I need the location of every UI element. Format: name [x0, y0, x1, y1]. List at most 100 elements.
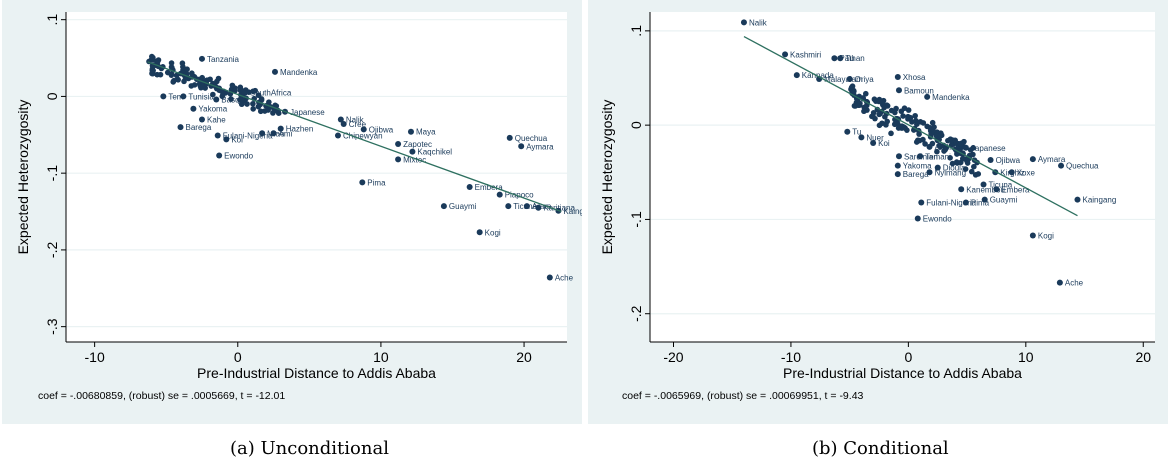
fit-line [743, 35, 1078, 217]
point-label: Tem [168, 92, 183, 101]
data-point [894, 74, 901, 81]
point-label: Cree [349, 120, 367, 129]
point-label: Kogi [485, 228, 501, 237]
data-point [927, 125, 933, 131]
chart-panel-conditional: .1 0 -.1 -.2 -20 -10 0 10 20 Pre-Industrial Dista… [588, 0, 1168, 424]
y-tick-label: -.2 [628, 305, 644, 322]
data-point [882, 114, 888, 120]
data-point [334, 132, 341, 139]
point-label: Aymara [526, 142, 554, 151]
data-point [228, 96, 234, 102]
x-tick-label: 0 [234, 349, 242, 365]
y-tick-label: 0 [628, 121, 644, 129]
data-point [846, 75, 853, 82]
data-point [957, 159, 964, 166]
data-point [244, 101, 250, 107]
point-label: Kashmiri [790, 50, 821, 59]
data-point [395, 156, 402, 163]
data-point [987, 157, 994, 164]
point-label: Xoxe [1017, 168, 1036, 177]
data-point [926, 143, 933, 150]
point-label: Barega [903, 170, 929, 179]
data-point [1058, 162, 1065, 169]
data-point [934, 148, 940, 155]
data-point [266, 99, 272, 105]
point-label: Tunisia [188, 92, 214, 101]
data-point [262, 108, 268, 114]
point-label: Kanembou [966, 185, 1005, 194]
caption-conditional: (b) Conditional [812, 438, 949, 459]
data-point [170, 79, 177, 85]
regression-stats: coef = -.0065969, (robust) se = .0006995… [622, 390, 864, 402]
x-tick-label: 10 [373, 349, 389, 365]
data-point [900, 113, 906, 119]
x-tick-label: 20 [516, 349, 532, 365]
point-label: Ewondo [923, 214, 952, 223]
data-point [929, 119, 936, 126]
data-point [255, 92, 262, 99]
data-point [916, 131, 922, 137]
data-point [964, 160, 971, 166]
data-point [877, 110, 883, 117]
data-point [871, 96, 878, 103]
data-point [924, 93, 931, 100]
scatter-plot-unconditional: .1 0 -.1 -.2 -.3 -10 0 10 20 Pre-Industrial Dista… [15, 12, 597, 402]
data-point [168, 60, 175, 66]
data-point [150, 67, 156, 74]
point-label: Ache [555, 274, 574, 283]
point-label: Maya [416, 128, 436, 137]
point-label: SouthAfrica [250, 89, 292, 98]
data-point [1056, 279, 1063, 286]
data-point [962, 144, 969, 151]
data-point [360, 126, 367, 133]
data-point [1029, 232, 1036, 239]
data-point [210, 91, 216, 98]
data-point [879, 101, 886, 108]
data-point [980, 181, 987, 188]
data-point [409, 148, 416, 155]
y-tick-label: 0 [44, 92, 60, 100]
data-point [198, 116, 205, 123]
data-point [157, 71, 164, 78]
point-label: Piapoco [505, 191, 534, 200]
data-point [198, 55, 205, 62]
point-label: Fulani-Nigeria [926, 198, 976, 207]
y-tick-label: -.2 [44, 242, 60, 259]
data-point [190, 105, 197, 112]
chart-panel-unconditional: .1 0 -.1 -.2 -.3 -10 0 10 20 Pre-Industrial Dista… [2, 0, 597, 424]
data-point [174, 76, 181, 83]
y-axis-title: Expected Heterozygosity [599, 100, 615, 255]
point-label: Nuer [866, 133, 884, 142]
scatter-plot-conditional: .1 0 -.1 -.2 -20 -10 0 10 20 Pre-Industrial Dista… [599, 12, 1155, 402]
data-point [160, 93, 167, 100]
data-point [255, 103, 262, 110]
data-point [869, 113, 875, 120]
point-label: Bamoun [904, 86, 934, 95]
data-point [844, 128, 851, 135]
data-point [207, 76, 213, 83]
point-label: Ewondo [224, 152, 253, 161]
data-point [239, 96, 245, 103]
data-point [270, 110, 276, 116]
data-point [914, 215, 921, 222]
data-point [934, 164, 941, 171]
plot-area [66, 12, 567, 342]
point-label: Aymara [1038, 155, 1066, 164]
point-label: Zapotec [403, 140, 432, 149]
point-label: Mandenka [280, 68, 318, 77]
data-point [241, 89, 248, 96]
x-tick-label: 0 [904, 349, 912, 365]
data-point [968, 168, 975, 175]
data-point [916, 137, 923, 144]
point-label: Koi [231, 135, 243, 144]
data-point [926, 169, 933, 176]
data-point [917, 153, 924, 160]
data-point [359, 179, 366, 186]
point-label: Ami [279, 129, 293, 138]
point-label: Nyimang [935, 168, 967, 177]
point-label: Pathan [839, 54, 864, 63]
y-tick-label: -.3 [44, 318, 60, 335]
data-point [907, 114, 914, 121]
data-point [957, 141, 964, 147]
data-point [177, 124, 184, 131]
